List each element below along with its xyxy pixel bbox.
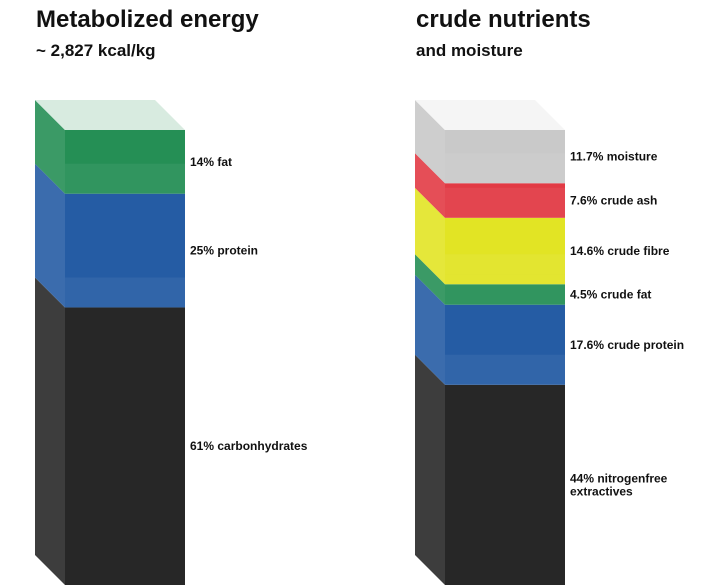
segment-moisture bbox=[415, 100, 565, 184]
chart-1-title: Metabolized energy bbox=[36, 6, 259, 33]
segment-front-moisture bbox=[445, 130, 565, 184]
segment-side-crude-protein bbox=[415, 274, 445, 385]
segment-label-protein: 25% protein bbox=[190, 244, 258, 258]
segment-front-nitrogenfree-extractives bbox=[445, 384, 565, 585]
segment-label-carbonhydrates: 61% carbonhydrates bbox=[190, 439, 308, 453]
segment-front-protein bbox=[65, 193, 185, 308]
segment-front-crude-fat bbox=[445, 284, 565, 305]
segment-depth-crude-fibre bbox=[445, 187, 565, 218]
segment-side-crude-fibre bbox=[415, 187, 445, 285]
segment-crude-fibre bbox=[415, 187, 565, 285]
segment-label-moisture: 11.7% moisture bbox=[570, 150, 658, 164]
segment-depth-carbonhydrates bbox=[65, 277, 185, 308]
segment-side-protein bbox=[35, 163, 65, 308]
segment-label-crude-fat: 4.5% crude fat bbox=[570, 287, 651, 301]
segment-crude-protein bbox=[415, 274, 565, 385]
segment-front-crude-protein bbox=[445, 304, 565, 385]
segment-depth-crude-ash bbox=[445, 153, 565, 184]
segment-crude-ash bbox=[415, 153, 565, 218]
segment-crude-fat bbox=[415, 254, 565, 305]
segment-protein bbox=[35, 163, 185, 308]
segment-side-crude-ash bbox=[415, 153, 445, 218]
segment-depth-nitrogenfree-extractives bbox=[445, 354, 565, 385]
segment-label-fat: 14% fat bbox=[190, 155, 232, 169]
segment-label-crude-fibre: 14.6% crude fibre bbox=[570, 244, 670, 258]
segment-fat bbox=[35, 100, 185, 194]
segment-carbonhydrates bbox=[35, 277, 185, 585]
column-top-face bbox=[415, 100, 565, 130]
segment-nitrogenfree-extractives bbox=[415, 354, 565, 585]
segment-depth-crude-protein bbox=[445, 274, 565, 305]
segment-depth-protein bbox=[65, 163, 185, 194]
chart-2-subtitle: and moisture bbox=[416, 41, 523, 60]
chart-1-column bbox=[35, 100, 185, 585]
segment-side-moisture bbox=[415, 100, 445, 184]
segment-depth-crude-fat bbox=[445, 254, 565, 275]
chart-2-column bbox=[415, 100, 565, 585]
segment-label-crude-ash: 7.6% crude ash bbox=[570, 194, 657, 208]
chart-1-subtitle: ~ 2,827 kcal/kg bbox=[36, 41, 156, 60]
segment-label-nitrogenfree-extractives: 44% nitrogenfree extractives bbox=[570, 471, 668, 498]
segment-side-crude-fat bbox=[415, 254, 445, 305]
segment-side-fat bbox=[35, 100, 65, 194]
segment-label-crude-protein: 17.6% crude protein bbox=[570, 338, 684, 352]
segment-side-carbonhydrates bbox=[35, 277, 65, 585]
column-top-face bbox=[35, 100, 185, 130]
segment-front-crude-fibre bbox=[445, 217, 565, 285]
chart-2-title: crude nutrients bbox=[416, 6, 591, 33]
segment-front-carbonhydrates bbox=[65, 307, 185, 585]
segment-front-crude-ash bbox=[445, 183, 565, 218]
segment-side-nitrogenfree-extractives bbox=[415, 354, 445, 585]
segment-front-fat bbox=[65, 130, 185, 194]
